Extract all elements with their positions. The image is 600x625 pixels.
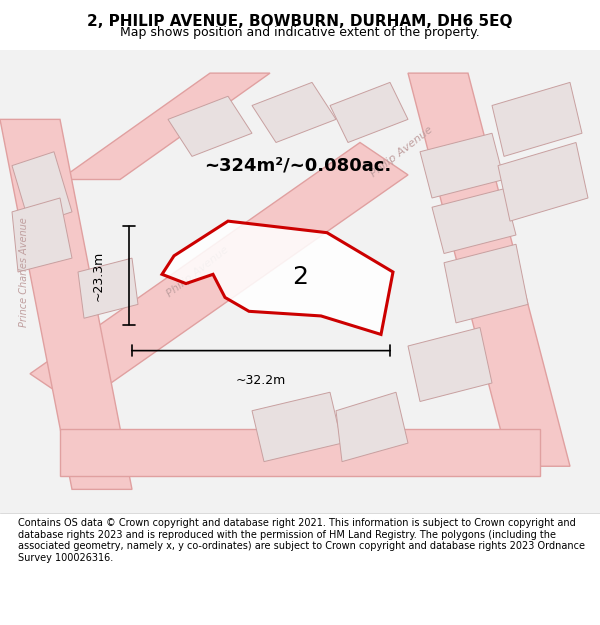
Text: ~324m²/~0.080ac.: ~324m²/~0.080ac. <box>204 157 391 174</box>
Polygon shape <box>168 96 252 156</box>
Text: ~23.3m: ~23.3m <box>92 251 105 301</box>
Text: Philip Avenue: Philip Avenue <box>165 245 231 299</box>
Polygon shape <box>330 82 408 142</box>
Polygon shape <box>252 392 342 462</box>
Polygon shape <box>420 133 504 198</box>
Polygon shape <box>30 142 408 406</box>
Polygon shape <box>12 152 72 226</box>
Polygon shape <box>498 142 588 221</box>
Text: ~32.2m: ~32.2m <box>236 374 286 387</box>
Polygon shape <box>252 82 336 142</box>
Polygon shape <box>336 392 408 462</box>
Text: 2, PHILIP AVENUE, BOWBURN, DURHAM, DH6 5EQ: 2, PHILIP AVENUE, BOWBURN, DURHAM, DH6 5… <box>87 14 513 29</box>
Polygon shape <box>408 328 492 401</box>
Polygon shape <box>432 189 516 254</box>
Polygon shape <box>60 73 270 179</box>
Text: Philip Avenue: Philip Avenue <box>369 124 435 179</box>
Polygon shape <box>492 82 582 156</box>
Polygon shape <box>0 119 132 489</box>
Text: Contains OS data © Crown copyright and database right 2021. This information is : Contains OS data © Crown copyright and d… <box>18 518 585 563</box>
Polygon shape <box>12 198 72 272</box>
Polygon shape <box>78 258 138 318</box>
Text: 2: 2 <box>292 264 308 289</box>
Polygon shape <box>162 221 393 334</box>
Polygon shape <box>60 429 540 476</box>
Polygon shape <box>0 50 600 512</box>
Text: Prince Charles Avenue: Prince Charles Avenue <box>19 217 29 327</box>
Polygon shape <box>444 244 528 323</box>
Text: Map shows position and indicative extent of the property.: Map shows position and indicative extent… <box>120 26 480 39</box>
Polygon shape <box>408 73 570 466</box>
